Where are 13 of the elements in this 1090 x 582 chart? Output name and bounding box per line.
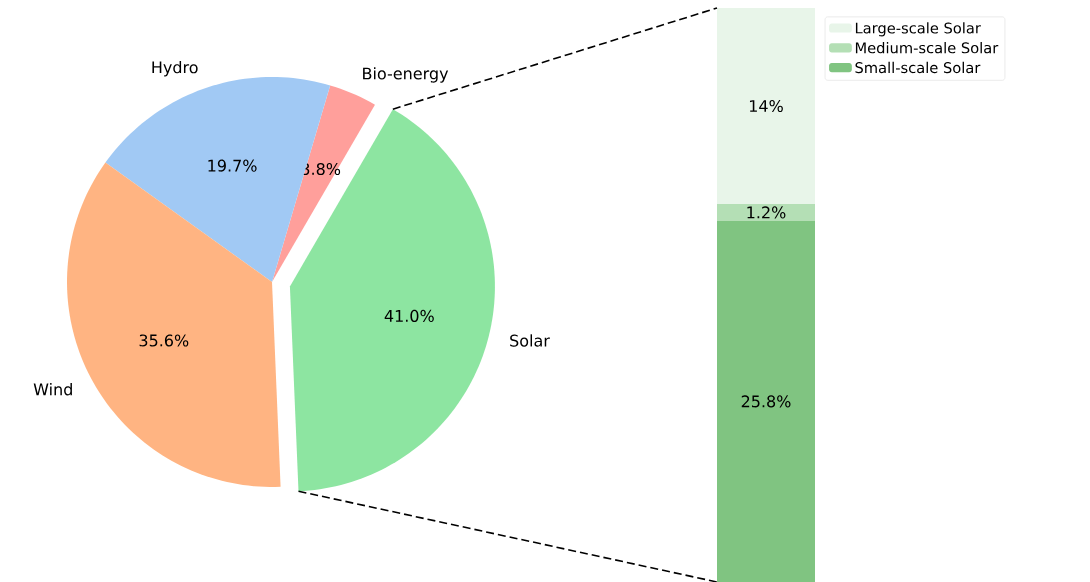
- data-label: 41.0%: [384, 309, 434, 322]
- legend-label: Small-scale Solar: [855, 61, 981, 74]
- data-label: 19.7%: [208, 159, 257, 172]
- legend-label: Medium-scale Solar: [855, 42, 999, 54]
- slice-label: Bio-energy: [363, 67, 449, 83]
- legend-label: Large-scale Solar: [855, 22, 981, 37]
- data-label: 25.8%: [741, 395, 791, 408]
- slice-label: Wind: [33, 383, 72, 396]
- data-label: 35.6%: [139, 334, 189, 347]
- data-label: 1.2%: [747, 206, 786, 219]
- data-label: 14%: [749, 99, 783, 113]
- slice-label: Solar: [510, 334, 550, 347]
- slice-label: Hydro: [152, 60, 198, 77]
